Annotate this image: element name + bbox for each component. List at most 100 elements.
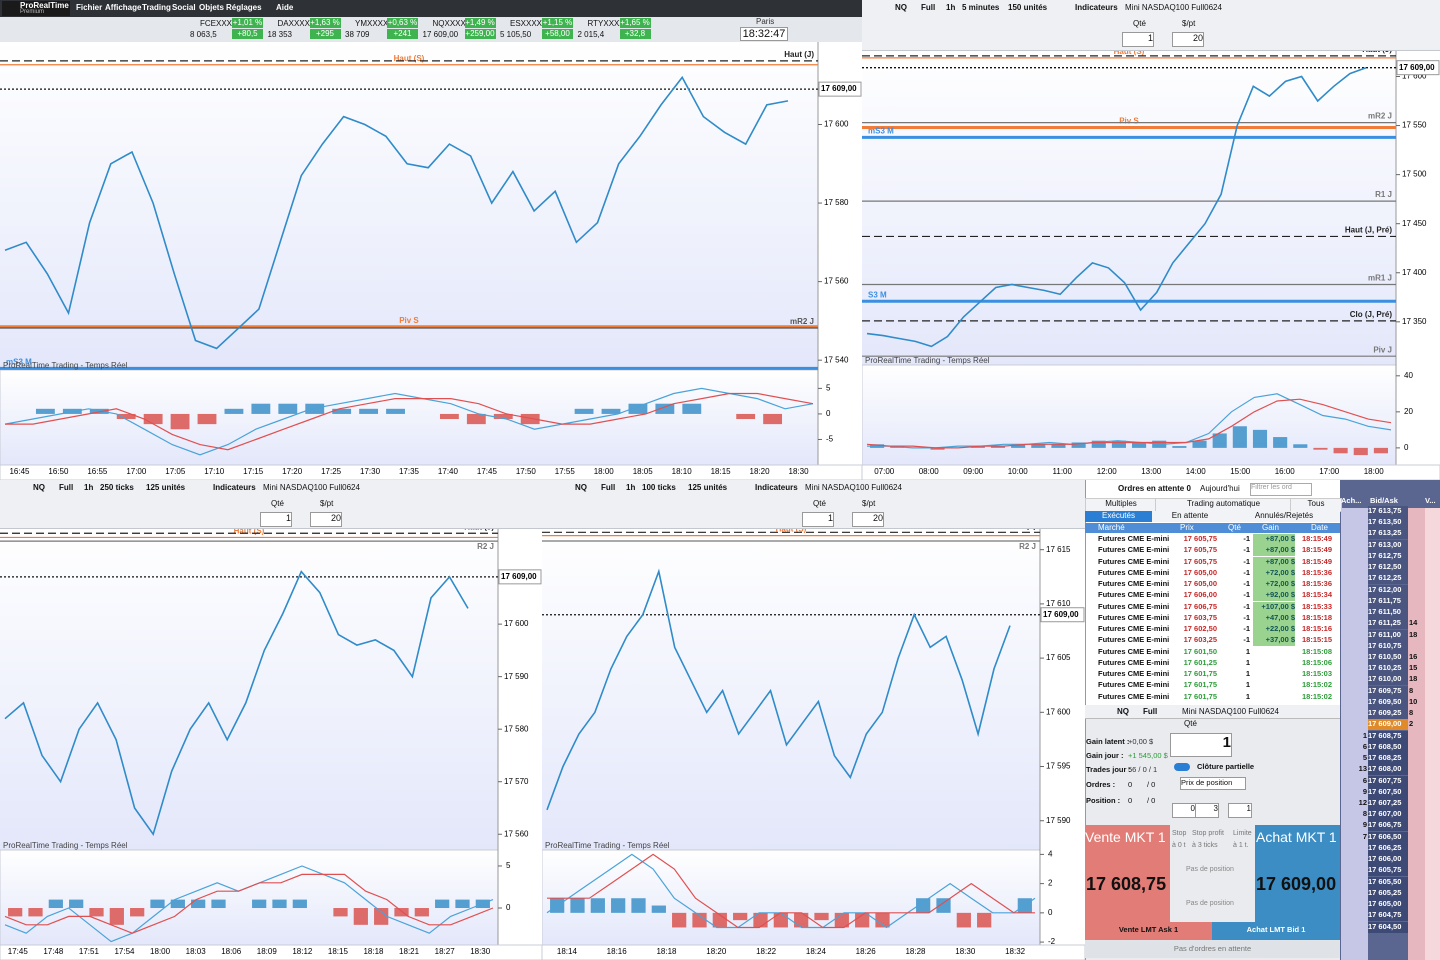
header-mode[interactable]: Full [921, 3, 936, 12]
x-tick-label: 18:03 [186, 947, 207, 956]
qty-input[interactable]: 1 [1122, 32, 1154, 47]
spinner[interactable]: 0 [1172, 803, 1196, 818]
buy-limit[interactable]: Achat LMT Bid 1 [1212, 922, 1340, 940]
header-indicators[interactable]: Indicateurs [755, 483, 798, 492]
subtab[interactable]: Annulés/Rejetés [1228, 511, 1340, 522]
ask-size: 18 [1409, 629, 1418, 639]
qty-input[interactable]: 1 [260, 512, 292, 527]
header-interval[interactable]: 100 ticks [642, 483, 676, 492]
ticker-name[interactable]: YMXXXXX [355, 19, 394, 28]
indicator-pane [862, 364, 1397, 466]
orders-filter[interactable]: Filtrer les ord [1250, 483, 1312, 496]
header-mode[interactable]: Full [601, 483, 616, 492]
histogram-bar [359, 408, 379, 414]
pt-input[interactable]: 20 [1172, 32, 1204, 47]
menu-item[interactable]: Affichage [105, 3, 142, 12]
histogram-bar [150, 899, 165, 909]
menu-item[interactable]: Aide [276, 3, 294, 12]
book-left-strip [1341, 508, 1368, 960]
header-units[interactable]: 125 unités [146, 483, 186, 492]
header-period[interactable]: 1h [626, 483, 636, 492]
menu-item[interactable]: Objets [199, 3, 224, 12]
spinner[interactable]: 1 [1228, 803, 1252, 818]
ticker-name[interactable]: FCEXXXX [200, 19, 238, 28]
ticker-name[interactable]: DAXXXXX [277, 19, 316, 28]
sell-limit[interactable]: Vente LMT Ask 1 [1085, 922, 1212, 940]
subtab[interactable]: En attente [1152, 511, 1228, 522]
menu-item[interactable]: Social [172, 3, 196, 12]
ticker-price: 2 015,4 [577, 30, 605, 39]
header-units[interactable]: 125 unités [688, 483, 728, 492]
tab[interactable]: Tous [1290, 498, 1342, 512]
menu-item[interactable]: Fichier [76, 3, 103, 12]
x-tick-label: 18:24 [806, 947, 827, 956]
qty-input[interactable]: 1 [802, 512, 834, 527]
level-label: Piv S [1119, 117, 1139, 126]
trade-symbol[interactable]: NQ [1117, 707, 1129, 716]
histogram-bar [672, 912, 687, 928]
book-price: 17 611,25 [1368, 618, 1408, 630]
order-price: 17 605,00 [1183, 579, 1217, 588]
y-tick-label: 17 600 [1046, 707, 1071, 716]
header-period[interactable]: 1h [84, 483, 94, 492]
order-price: 17 603,75 [1183, 612, 1217, 622]
book-price: 17 608,50 [1368, 741, 1408, 753]
histogram-bar [1011, 444, 1026, 448]
tab[interactable]: Multiples [1085, 498, 1157, 512]
ticker-change: +0,63 % [387, 18, 418, 28]
header-indicators[interactable]: Indicateurs [213, 483, 256, 492]
order-market: Futures CME E-mini [1098, 624, 1170, 633]
trade-mode[interactable]: Full [1143, 707, 1158, 716]
x-tick-label: 13:00 [1141, 467, 1162, 476]
ticker-price: 18 353 [267, 30, 292, 39]
header-symbol[interactable]: NQ [575, 483, 587, 492]
header-units[interactable]: 150 unités [1008, 3, 1048, 12]
toggle[interactable] [1174, 763, 1190, 771]
order-gain: +92,00 $ [1253, 590, 1295, 602]
ticker-name[interactable]: RTYXXXX [587, 19, 625, 28]
subtab[interactable]: Exécutés [1085, 511, 1152, 522]
header-symbol[interactable]: NQ [33, 483, 45, 492]
menu-item[interactable]: Réglages [226, 3, 262, 12]
tool-bar [0, 17, 862, 43]
source-label: ProRealTime Trading - Temps Réel [3, 361, 128, 370]
position-price[interactable]: Prix de position [1180, 777, 1246, 790]
order-market: Futures CME E-mini [1098, 680, 1170, 690]
header-interval[interactable]: 5 minutes [962, 3, 1000, 12]
x-tick-label: 18:09 [257, 947, 278, 956]
pt-input[interactable]: 20 [310, 512, 342, 527]
sell-market[interactable] [1085, 825, 1170, 922]
header-indicators[interactable]: Indicateurs [1075, 3, 1118, 12]
order-market: Futures CME E-mini [1098, 534, 1170, 543]
header-interval[interactable]: 250 ticks [100, 483, 134, 492]
order-market: Futures CME E-mini [1098, 612, 1170, 622]
menu-item[interactable]: Trading [142, 3, 171, 12]
tab[interactable]: Trading automatique [1155, 498, 1292, 512]
header-instrument: Mini NASDAQ100 Full0624 [263, 483, 360, 492]
level-label: R1 J [1375, 190, 1392, 199]
last-price-box [1396, 60, 1440, 76]
orders-period[interactable]: Aujourd'hui [1200, 484, 1240, 493]
indicator-line [4, 873, 494, 934]
spinner[interactable]: 3 [1195, 803, 1219, 818]
header-mode[interactable]: Full [59, 483, 74, 492]
x-tick-label: 17:55 [555, 467, 576, 476]
pt-input[interactable]: 20 [852, 512, 884, 527]
x-tick-label: 18:21 [399, 947, 420, 956]
chart-window: 17 600 17 550 17 500 17 450 17 400 17 350 Haut… [862, 0, 1440, 480]
header-period[interactable]: 1h [946, 3, 956, 12]
order-market: Futures CME E-mini [1098, 657, 1170, 667]
trade-stat-label: Trades jour : [1086, 765, 1132, 774]
ticker-name[interactable]: ESXXXX [510, 19, 543, 28]
x-tick-label: 18:12 [292, 947, 313, 956]
ticker-name[interactable]: NQXXXX [432, 19, 466, 28]
header-symbol[interactable]: NQ [895, 3, 907, 12]
x-tick-label: 10:00 [1008, 467, 1029, 476]
buy-market[interactable] [1255, 825, 1340, 922]
qty-input[interactable]: 1 [1170, 733, 1232, 757]
indicator-tick-label: -5 [826, 435, 834, 444]
x-tick-label: 18:05 [633, 467, 654, 476]
x-tick-label: 18:00 [594, 467, 615, 476]
book-header: Ach... [1341, 496, 1362, 505]
y-tick-label: 17 580 [824, 198, 849, 207]
